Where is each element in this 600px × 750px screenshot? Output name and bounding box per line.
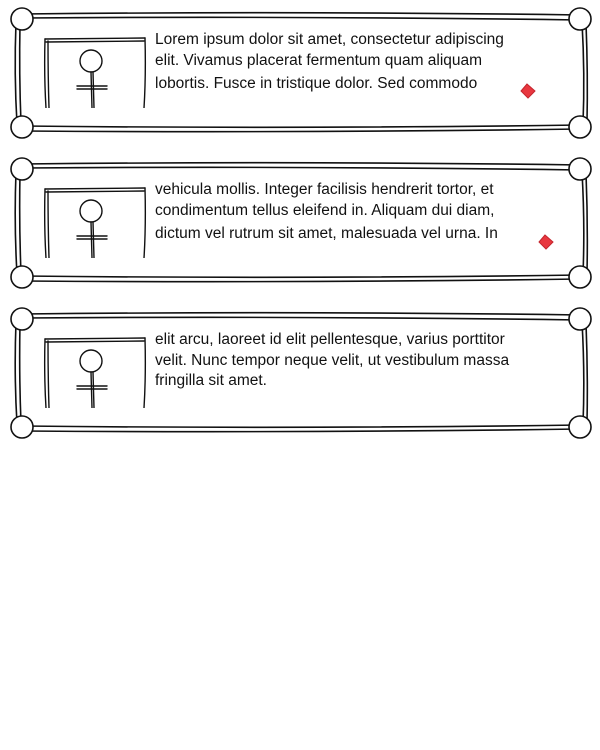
avatar-placeholder <box>43 337 147 408</box>
card-frame <box>10 7 592 139</box>
item-text: vehicula mollis. Integer facilisis hendr… <box>155 180 550 245</box>
item-text-line: velit. Nunc tempor neque velit, ut vesti… <box>155 351 510 369</box>
item-text-line: dictum vel rutrum sit amet, malesuada ve… <box>155 225 498 242</box>
item-text-line: Lorem ipsum dolor sit amet, consectetur … <box>155 31 504 48</box>
card-frame <box>10 307 592 439</box>
item-text-line: elit. Vivamus placerat fermentum quam al… <box>155 51 483 69</box>
item-text-line: fringilla sit amet. <box>155 372 267 389</box>
list-item[interactable]: Lorem ipsum dolor sit amet, consectetur … <box>10 6 592 139</box>
item-text-line: elit arcu, laoreet id elit pellentesque,… <box>155 331 505 348</box>
avatar-placeholder <box>43 37 147 108</box>
item-text: Lorem ipsum dolor sit amet, consectetur … <box>155 30 550 95</box>
list-item[interactable]: vehicula mollis. Integer facilisis hendr… <box>10 156 592 289</box>
red-diamond-marker-icon[interactable] <box>538 234 554 250</box>
card-frame <box>10 157 592 289</box>
item-text-line: vehicula mollis. Integer facilisis hendr… <box>155 181 494 198</box>
list-item[interactable]: elit arcu, laoreet id elit pellentesque,… <box>10 306 592 439</box>
avatar-placeholder <box>43 187 147 258</box>
item-text-line: condimentum tellus eleifend in. Aliquam … <box>155 201 495 219</box>
item-text-line: lobortis. Fusce in tristique dolor. Sed … <box>155 75 478 92</box>
red-diamond-marker-icon[interactable] <box>520 83 536 99</box>
item-text: elit arcu, laoreet id elit pellentesque,… <box>155 330 550 392</box>
